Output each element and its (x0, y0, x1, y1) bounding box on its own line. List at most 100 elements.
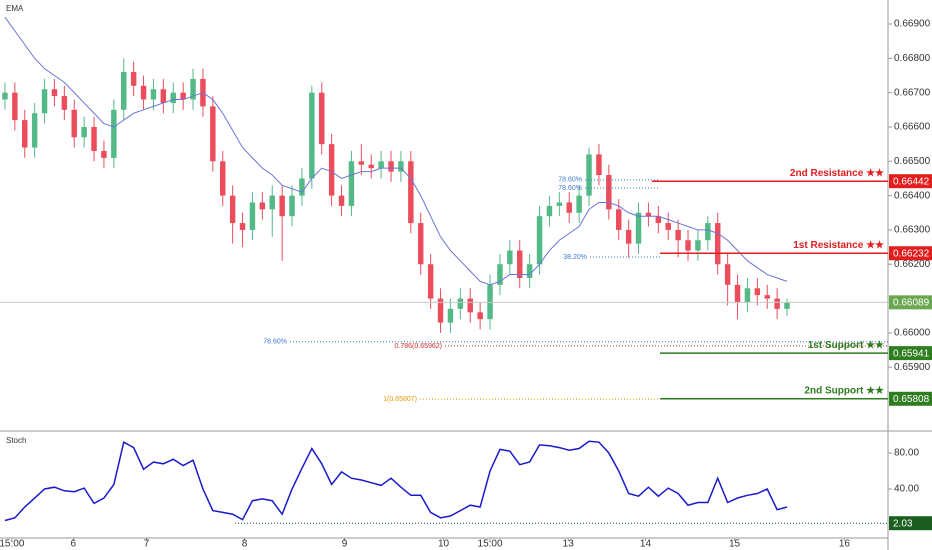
candle-body (130, 72, 137, 86)
candle-body (180, 92, 186, 100)
y-tick-label: 0.66500 (894, 156, 931, 167)
level-name: 2nd Support ★★ (804, 385, 884, 396)
candle-body (190, 78, 196, 100)
candle-body (239, 223, 246, 230)
candle-body (606, 175, 612, 210)
candle-body (784, 301, 790, 309)
fib-label: 38.20% (563, 254, 587, 261)
candle-body (269, 195, 275, 210)
candle-body (378, 161, 384, 169)
candle-body (210, 106, 216, 162)
x-tick-label: 15:00 (0, 539, 25, 550)
x-tick-label: 15:00 (478, 539, 503, 550)
fib-label: 78.60% (558, 185, 582, 192)
candle-body (319, 92, 325, 145)
candle-body (586, 154, 592, 196)
candle-body (348, 161, 355, 206)
candle-body (685, 240, 691, 251)
candle-body (160, 89, 167, 103)
candle-body (625, 229, 632, 244)
last-price-box (889, 295, 932, 310)
candle-body (388, 161, 394, 172)
candle-body (467, 298, 473, 313)
candle-body (596, 154, 602, 176)
x-tick-label: 8 (242, 539, 248, 550)
candle-body (427, 264, 434, 299)
candle-body (358, 161, 365, 165)
candle-body (140, 85, 147, 100)
candle-body (22, 120, 28, 148)
candle-body (546, 205, 553, 217)
fib-label: 78.60% (558, 177, 582, 184)
candle-body (111, 109, 117, 158)
candle-body (91, 126, 97, 151)
y-tick-label: 80.00 (894, 448, 919, 459)
candle-body (507, 250, 513, 265)
candle-body (61, 96, 68, 110)
candle-body (705, 223, 711, 241)
candle-body (635, 212, 642, 244)
candle-body (764, 295, 770, 299)
candle-body (51, 89, 58, 97)
x-tick-label: 6 (70, 539, 76, 550)
candle-body (675, 229, 681, 241)
candle-body (497, 264, 503, 285)
level-price-box (889, 174, 932, 189)
fib-label: 1(0.65807) (383, 396, 417, 403)
level-price-label: 0.65808 (893, 394, 930, 405)
candle-body (724, 264, 731, 285)
last-price-label: 0.66089 (893, 297, 930, 308)
ema-line (4, 16, 788, 286)
level-price-box (889, 346, 932, 361)
reference-box (889, 516, 932, 531)
x-tick-label: 7 (144, 539, 150, 550)
candle-body (695, 240, 701, 251)
x-tick-label: 10 (438, 539, 450, 550)
reference-label: 2.03 (893, 518, 913, 529)
candle-body (744, 288, 751, 302)
candle-body (437, 298, 444, 323)
y-tick-label: 40.00 (894, 484, 919, 495)
candle-body (517, 250, 523, 278)
candle-body (170, 92, 176, 103)
candle-body (309, 92, 315, 179)
candle-body (150, 89, 157, 100)
stoch-line (4, 440, 788, 522)
fib-label: 0.786(0.65962) (395, 343, 442, 350)
y-tick-label: 0.66900 (894, 19, 931, 30)
candle-body (259, 202, 266, 210)
candle-body (41, 89, 48, 114)
candle-body (328, 144, 335, 196)
candle-body (338, 195, 345, 206)
level-price-label: 0.66232 (893, 248, 930, 259)
candle-body (71, 109, 77, 138)
y-tick-label: 0.66000 (894, 328, 931, 339)
candle-body (566, 202, 572, 213)
y-tick-label: 0.66700 (894, 87, 931, 98)
ema-legend: EMA (6, 4, 24, 13)
candle-body (408, 161, 414, 224)
fib-label: 78.60% (263, 339, 287, 346)
candle-body (398, 161, 404, 172)
candle-body (229, 195, 236, 224)
candle-body (289, 195, 295, 217)
y-tick-label: 0.66300 (894, 225, 931, 236)
y-tick-label: 0.66600 (894, 122, 931, 133)
candle-body (754, 288, 761, 296)
candle-body (616, 209, 622, 230)
candle-body (299, 178, 305, 196)
y-tick-label: 0.66800 (894, 53, 931, 64)
candle-body (279, 195, 285, 217)
x-tick-label: 13 (563, 539, 575, 550)
candle-body (220, 161, 226, 196)
x-tick-label: 9 (342, 539, 348, 550)
candle-body (249, 202, 256, 230)
candle-body (101, 150, 107, 158)
level-price-box (889, 391, 932, 406)
level-name: 1st Resistance ★★ (793, 240, 884, 251)
stoch-legend: Stoch (6, 436, 26, 445)
candle-body (526, 264, 533, 278)
candle-body (734, 284, 741, 302)
candle-body (2, 92, 8, 100)
candle-body (121, 72, 127, 110)
